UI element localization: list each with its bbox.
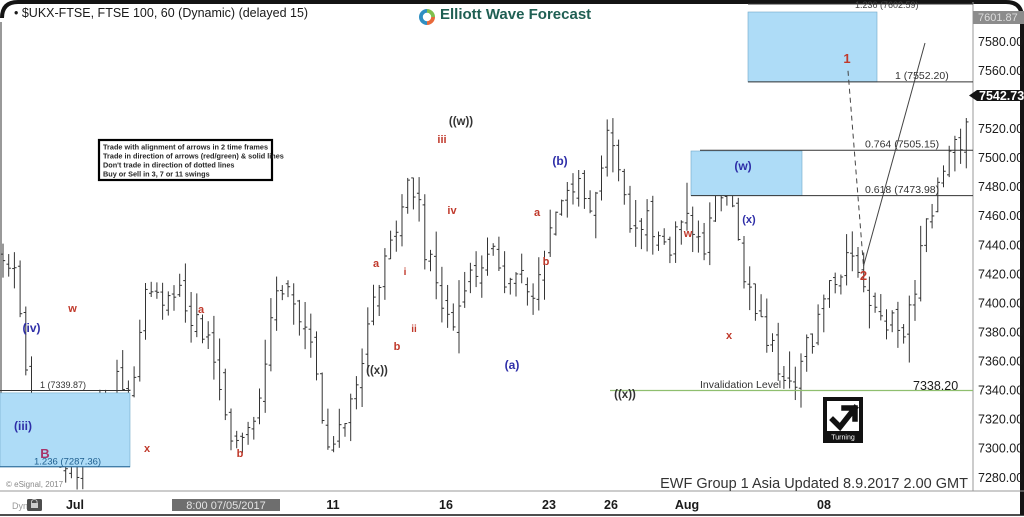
svg-text:7400.00: 7400.00 xyxy=(978,296,1023,310)
svg-text:Aug: Aug xyxy=(675,498,699,512)
svg-text:(w): (w) xyxy=(734,159,751,173)
svg-text:(a): (a) xyxy=(505,358,520,372)
svg-text:7340.00: 7340.00 xyxy=(978,384,1023,398)
svg-text:16: 16 xyxy=(439,498,453,512)
svg-text:((x)): ((x)) xyxy=(366,365,388,377)
svg-text:Trade with alignment of arrows: Trade with alignment of arrows in 2 time… xyxy=(103,143,268,152)
svg-text:7520.00: 7520.00 xyxy=(978,122,1023,136)
svg-text:Jul: Jul xyxy=(66,498,84,512)
svg-text:w: w xyxy=(683,228,693,240)
svg-text:i: i xyxy=(404,267,407,278)
svg-text:((w)): ((w)) xyxy=(449,116,473,128)
svg-text:08: 08 xyxy=(817,498,831,512)
svg-text:Dyn: Dyn xyxy=(12,501,28,511)
svg-text:Don't trade in direction of do: Don't trade in direction of dotted lines xyxy=(103,161,234,170)
svg-text:7320.00: 7320.00 xyxy=(978,413,1023,427)
svg-text:0.764 (7505.15): 0.764 (7505.15) xyxy=(865,139,939,151)
svg-text:((x)): ((x)) xyxy=(614,389,636,401)
svg-text:7580.00: 7580.00 xyxy=(978,35,1023,49)
svg-text:Invalidation Level: Invalidation Level xyxy=(700,379,781,391)
svg-text:a: a xyxy=(198,304,205,316)
svg-text:(iv): (iv) xyxy=(23,321,41,335)
svg-text:iv: iv xyxy=(447,205,457,217)
svg-text:b: b xyxy=(543,256,550,268)
svg-text:x: x xyxy=(726,330,733,342)
svg-text:7360.00: 7360.00 xyxy=(978,355,1023,369)
svg-text:w: w xyxy=(67,303,77,315)
svg-text:Buy or Sell in 3, 7 or 11 swin: Buy or Sell in 3, 7 or 11 swings xyxy=(103,170,210,179)
svg-text:11: 11 xyxy=(326,498,339,512)
svg-text:x: x xyxy=(144,443,151,455)
svg-text:1: 1 xyxy=(843,51,850,66)
svg-text:iii: iii xyxy=(437,134,446,146)
svg-text:7460.00: 7460.00 xyxy=(978,209,1023,223)
svg-text:7420.00: 7420.00 xyxy=(978,267,1023,281)
svg-text:7480.00: 7480.00 xyxy=(978,180,1023,194)
svg-text:0.618 (7473.98): 0.618 (7473.98) xyxy=(865,184,939,196)
svg-text:(b): (b) xyxy=(552,154,567,168)
svg-text:1.236 (7602.59): 1.236 (7602.59) xyxy=(855,0,919,10)
svg-text:(iii): (iii) xyxy=(14,419,32,433)
svg-text:7560.00: 7560.00 xyxy=(978,64,1023,78)
svg-text:EWF Group 1 Asia Updated 8.9.2: EWF Group 1 Asia Updated 8.9.2017 2.00 G… xyxy=(660,476,968,492)
svg-text:b: b xyxy=(394,341,401,353)
svg-text:Trade in direction of arrows (: Trade in direction of arrows (red/green)… xyxy=(103,152,284,161)
svg-text:7280.00: 7280.00 xyxy=(978,471,1023,485)
svg-text:b: b xyxy=(237,448,244,460)
svg-text:B: B xyxy=(40,446,49,461)
svg-text:7542.73: 7542.73 xyxy=(979,89,1024,103)
svg-text:7338.20: 7338.20 xyxy=(913,379,958,393)
svg-text:7380.00: 7380.00 xyxy=(978,326,1023,340)
svg-text:© eSignal, 2017: © eSignal, 2017 xyxy=(6,480,64,489)
svg-text:a: a xyxy=(373,258,380,270)
svg-text:7601.87: 7601.87 xyxy=(978,12,1018,24)
svg-text:Elliott Wave Forecast: Elliott Wave Forecast xyxy=(440,6,591,23)
svg-text:1 (7339.87): 1 (7339.87) xyxy=(40,380,86,390)
svg-text:a: a xyxy=(534,207,541,219)
svg-text:8:00 07/05/2017: 8:00 07/05/2017 xyxy=(186,500,266,512)
svg-text:• $UKX-FTSE, FTSE 100, 60 (Dyn: • $UKX-FTSE, FTSE 100, 60 (Dynamic) (del… xyxy=(14,6,308,20)
svg-text:ii: ii xyxy=(411,324,417,335)
svg-text:23: 23 xyxy=(542,498,556,512)
svg-text:2: 2 xyxy=(860,268,867,283)
svg-text:7300.00: 7300.00 xyxy=(978,442,1023,456)
svg-text:(x): (x) xyxy=(742,214,756,226)
svg-text:26: 26 xyxy=(604,498,618,512)
svg-text:7500.00: 7500.00 xyxy=(978,151,1023,165)
svg-text:Turning: Turning xyxy=(831,435,855,442)
svg-text:1 (7552.20): 1 (7552.20) xyxy=(895,70,949,82)
svg-text:7440.00: 7440.00 xyxy=(978,238,1023,252)
